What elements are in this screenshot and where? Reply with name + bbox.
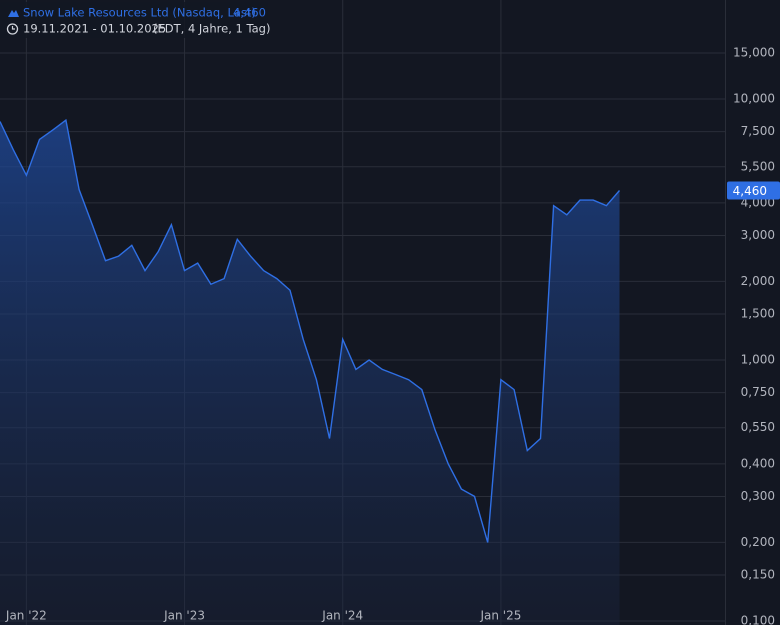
clock-icon	[6, 23, 19, 35]
subtitle: 19.11.2021 - 01.10.2025	[23, 22, 166, 36]
y-axis: 15,00010,0007,5005,5004,0003,0002,0001,5…	[5, 46, 780, 625]
y-tick-label: 1,500	[741, 307, 775, 321]
legend-icon	[8, 10, 19, 17]
legend-bg	[0, 2, 268, 38]
y-tick-label: 5,500	[741, 159, 775, 173]
chart-title: Snow Lake Resources Ltd (Nasdaq, Last)	[23, 6, 256, 20]
plot	[0, 118, 621, 625]
y-tick-label: 0,300	[741, 489, 775, 503]
price-tag-label: 4,460	[733, 184, 767, 198]
y-tick-label: 15,000	[733, 46, 775, 60]
y-tick-label: 0,100	[741, 613, 775, 625]
y-tick-label: 10,000	[733, 91, 775, 105]
y-tick-label: 0,550	[741, 420, 775, 434]
last-value: 4,460	[233, 6, 266, 20]
y-tick-label: 1,000	[741, 352, 775, 366]
subtitle-note: (EDT, 4 Jahre, 1 Tag)	[153, 22, 270, 36]
line	[0, 118, 621, 543]
y-tick-label: 2,000	[741, 274, 775, 288]
x-tick-label: Jan '24	[321, 609, 363, 623]
y-tick-label: 3,000	[741, 228, 775, 242]
x-tick-label: Jan '23	[163, 609, 205, 623]
y-tick-label: 7,500	[741, 124, 775, 138]
x-tick-label: Jan '22	[5, 609, 47, 623]
price-tag	[727, 181, 780, 200]
clock-hands	[11, 26, 15, 30]
y-tick-label: 0,200	[741, 535, 775, 549]
area	[0, 120, 620, 625]
y-tick-label: 0,750	[741, 385, 775, 399]
y-tick-label: 0,150	[741, 568, 775, 582]
y-tick-label: 0,400	[741, 456, 775, 470]
x-tick-label: Jan '25	[479, 609, 521, 623]
